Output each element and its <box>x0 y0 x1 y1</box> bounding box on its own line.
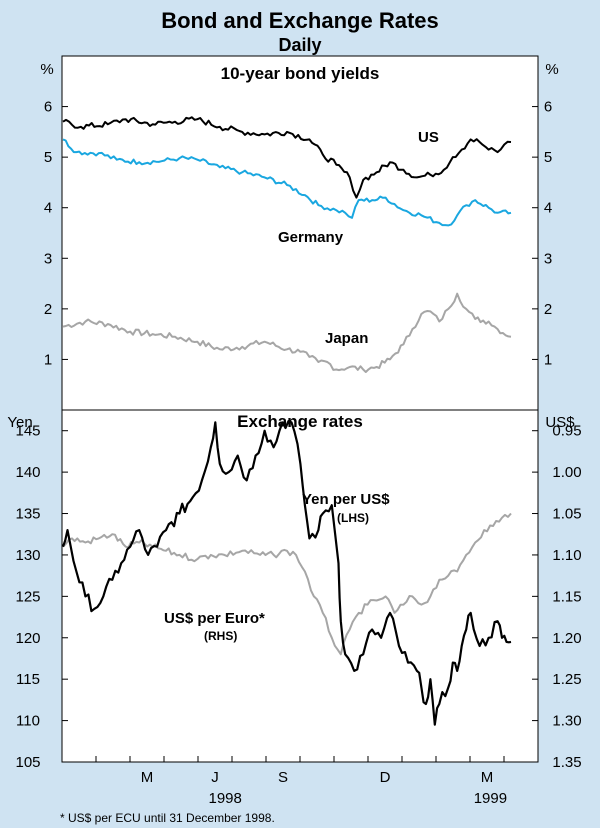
bond-tick-label-right: 3 <box>544 250 552 267</box>
fx-tick-label-right: 1.00 <box>552 464 581 481</box>
fx-tick-label-right: 1.35 <box>552 754 581 771</box>
bond-tick-label-right: 2 <box>544 301 552 318</box>
series-japan <box>62 292 512 373</box>
fx-tick-label-right: 1.10 <box>552 547 581 564</box>
bond-tick-label-left: 5 <box>44 149 52 166</box>
bond-tick-label-right: 4 <box>544 200 552 217</box>
bond-tick-label-right: 6 <box>544 99 552 116</box>
x-tick-label: D <box>380 769 391 786</box>
x-tick-label: J <box>211 769 219 786</box>
fx-tick-label-left: 115 <box>16 671 40 688</box>
fx-tick-label-right: 1.15 <box>552 588 581 605</box>
fx-tick-label-left: 130 <box>15 547 40 564</box>
fx-tick-label-left: 135 <box>15 506 40 523</box>
footnote: * US$ per ECU until 31 December 1998. <box>60 811 275 825</box>
bond-tick-label-left: 2 <box>44 301 52 318</box>
bond-tick-label-left: 1 <box>44 351 52 368</box>
x-tick-label: M <box>481 769 494 786</box>
exchange-right-unit: US$ <box>545 414 575 431</box>
label-yen: Yen per US$ <box>302 491 390 508</box>
bond-tick-label-left: 4 <box>44 200 52 217</box>
fx-tick-label-left: 105 <box>15 754 40 771</box>
fx-tick-label-right: 1.05 <box>552 506 581 523</box>
label-euro-sub: (RHS) <box>204 629 237 643</box>
series-germany <box>62 138 512 227</box>
fx-tick-label-right: 1.25 <box>552 671 581 688</box>
bond-panel-title: 10-year bond yields <box>221 64 380 83</box>
bond-tick-label-left: 3 <box>44 250 52 267</box>
label-germany: Germany <box>278 229 344 246</box>
exchange-panel-title: Exchange rates <box>237 412 363 431</box>
x-year-label: 1998 <box>209 790 242 807</box>
bond-left-unit: % <box>40 61 53 78</box>
fx-tick-label-left: 120 <box>15 630 40 647</box>
x-year-label: 1999 <box>474 790 507 807</box>
exchange-left-unit: Yen <box>7 414 32 431</box>
fx-tick-label-left: 140 <box>15 464 40 481</box>
label-yen-sub: (LHS) <box>337 511 369 525</box>
x-tick-label: M <box>141 769 154 786</box>
x-tick-label: S <box>278 769 288 786</box>
label-japan: Japan <box>325 330 368 347</box>
fx-tick-label-right: 1.20 <box>552 630 581 647</box>
chart-title: Bond and Exchange Rates <box>161 8 439 33</box>
fx-tick-label-left: 145 <box>15 423 40 440</box>
fx-tick-label-left: 110 <box>16 713 40 730</box>
series-euro <box>62 512 512 656</box>
fx-tick-label-right: 1.30 <box>552 713 581 730</box>
bond-tick-label-right: 5 <box>544 149 552 166</box>
fx-tick-label-right: 0.95 <box>552 423 581 440</box>
series-us <box>62 116 512 199</box>
series-yen <box>61 420 512 726</box>
bond-right-unit: % <box>545 61 558 78</box>
bond-tick-label-right: 1 <box>544 351 552 368</box>
fx-tick-label-left: 125 <box>15 588 40 605</box>
chart-subtitle: Daily <box>278 35 321 55</box>
bond-tick-label-left: 6 <box>44 99 52 116</box>
label-euro: US$ per Euro* <box>164 610 265 627</box>
label-us: US <box>418 129 439 146</box>
